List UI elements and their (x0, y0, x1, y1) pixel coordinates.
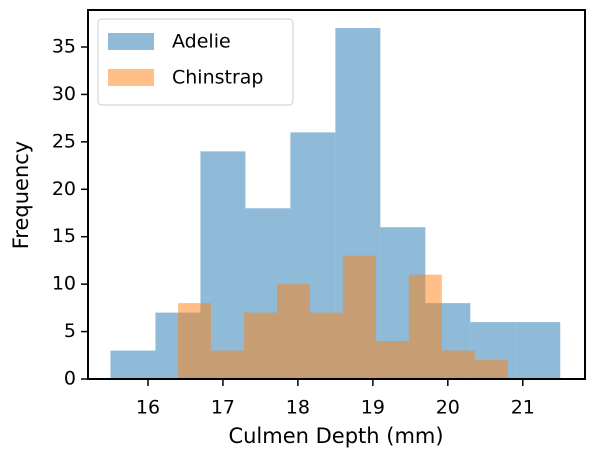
histogram-bar (110, 350, 156, 379)
x-axis-label: Culmen Depth (mm) (228, 424, 443, 448)
y-tick-label: 30 (52, 83, 76, 105)
x-tick-label: 16 (136, 397, 160, 419)
histogram-bar (474, 360, 508, 379)
histogram-bar (276, 284, 310, 379)
histogram-bar (342, 255, 376, 379)
histogram-bar (441, 350, 475, 379)
x-tick-label: 19 (361, 397, 385, 419)
y-tick-label: 20 (52, 178, 76, 200)
histogram-bar (408, 274, 442, 379)
y-tick-label: 35 (52, 35, 76, 57)
x-tick-label: 20 (436, 397, 460, 419)
x-tick-label: 17 (211, 397, 235, 419)
legend-swatch (108, 69, 154, 86)
histogram-bar (243, 312, 277, 379)
y-tick-label: 0 (64, 368, 76, 390)
y-tick-label: 25 (52, 130, 76, 152)
x-tick-label: 21 (511, 397, 535, 419)
y-tick-label: 10 (52, 273, 76, 295)
histogram-bar (309, 312, 343, 379)
y-tick-label: 5 (64, 320, 76, 342)
histogram-bar (375, 341, 409, 379)
histogram-bar (210, 350, 244, 379)
legend-label: Adelie (172, 31, 231, 53)
x-tick-label: 18 (286, 397, 310, 419)
y-axis-label: Frequency (9, 141, 33, 250)
histogram-bar (515, 322, 561, 379)
legend-swatch (108, 33, 154, 50)
histogram-bar (177, 303, 211, 379)
plot-frame (87, 9, 586, 380)
legend-label: Chinstrap (172, 67, 264, 89)
y-tick-label: 15 (52, 225, 76, 247)
